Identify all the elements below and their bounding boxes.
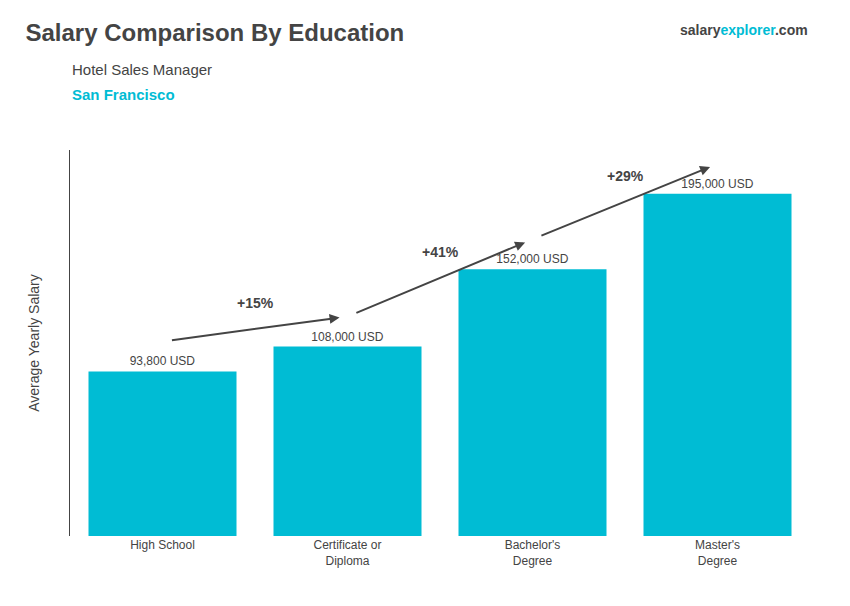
svg-text:salaryexplorer.com: salaryexplorer.com (680, 22, 808, 38)
svg-text:93,800 USD: 93,800 USD (130, 354, 196, 368)
svg-text:195,000 USD: 195,000 USD (681, 177, 753, 191)
svg-text:High School: High School (130, 538, 195, 552)
svg-text:Master'sDegree: Master'sDegree (695, 538, 740, 568)
svg-text:Certificate orDiploma: Certificate orDiploma (313, 538, 381, 568)
svg-text:108,000 USD: 108,000 USD (311, 330, 383, 344)
svg-text:Salary Comparison By Education: Salary Comparison By Education (26, 19, 405, 46)
svg-text:152,000 USD: 152,000 USD (496, 252, 568, 266)
svg-text:Average Yearly Salary: Average Yearly Salary (26, 274, 42, 412)
svg-text:+15%: +15% (237, 295, 274, 311)
svg-text:Bachelor'sDegree: Bachelor'sDegree (505, 538, 561, 568)
svg-text:+41%: +41% (422, 244, 459, 260)
svg-text:+29%: +29% (607, 168, 644, 184)
svg-text:San Francisco: San Francisco (72, 86, 175, 103)
svg-text:Hotel Sales Manager: Hotel Sales Manager (72, 61, 212, 78)
